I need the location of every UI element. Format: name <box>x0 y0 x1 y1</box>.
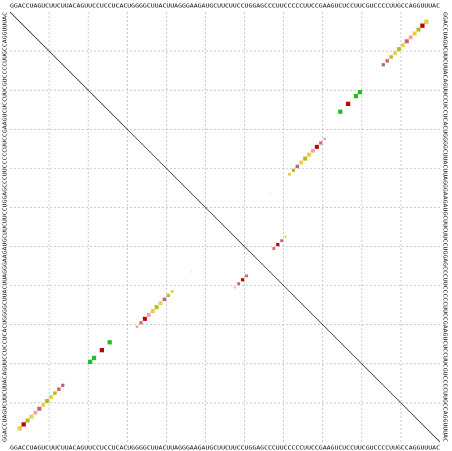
pair-dot-mirror <box>162 297 167 302</box>
pair-dot-mirror <box>150 309 155 314</box>
pair-dot <box>346 101 351 106</box>
pair-dot-mirror <box>154 305 159 310</box>
pair-dot-mirror <box>139 321 143 325</box>
pair-dot-mirror <box>21 422 26 427</box>
pair-dot-mirror <box>57 387 61 391</box>
sequence-bottom: GGACCUAGUCUUCUUACAGUUCCUCCUCACUGGGGCUUAC… <box>10 446 440 451</box>
pair-dot <box>323 137 326 141</box>
pair-dot-mirror <box>41 402 46 407</box>
diagonal <box>9 11 441 443</box>
pair-dot-mirror <box>61 383 65 387</box>
pair-dot-mirror <box>142 316 147 321</box>
pair-dot <box>396 47 401 52</box>
pair-dot <box>280 239 284 243</box>
pair-dot <box>400 43 405 48</box>
pair-dot-mirror <box>29 414 34 419</box>
pair-dot-mirror <box>17 426 22 431</box>
pair-dot-mirror <box>135 325 139 328</box>
pair-dot-mirror <box>91 355 97 361</box>
pair-dot-mirror <box>99 348 104 353</box>
sequence-left: GGACCUAGUCUUCUUACAGUUCCUCCUCACUGGGGCUUAC… <box>3 12 9 442</box>
pair-dot <box>381 63 385 67</box>
pair-dot <box>357 90 362 95</box>
pair-dot <box>420 23 425 28</box>
pair-dot-mirror <box>146 313 151 317</box>
pair-dot-mirror <box>191 271 193 273</box>
pair-dot <box>393 51 397 55</box>
pair-dot <box>314 144 319 149</box>
pair-dot-mirror <box>25 418 30 423</box>
pair-dot-mirror <box>53 391 57 395</box>
pair-dot <box>303 156 308 161</box>
pair-dot-mirror <box>166 293 170 298</box>
pair-dot <box>404 39 409 44</box>
pair-dot <box>385 59 389 63</box>
pair-dot-mirror <box>37 406 42 411</box>
pair-dot-mirror <box>88 359 93 364</box>
pair-dot <box>288 172 291 176</box>
pair-dot <box>299 160 304 165</box>
pair-dot-mirror <box>158 301 163 306</box>
pair-dot-mirror <box>33 410 38 415</box>
sequence-right: GGACCUAGUCUUCUUACAGUUCCUCCUCACUGGGGCUUAC… <box>442 12 448 442</box>
pair-dot <box>389 55 393 59</box>
pair-dot <box>269 193 271 195</box>
pair-dot-mirror <box>245 274 248 278</box>
pair-dot-mirror <box>240 278 245 282</box>
sequence-top: GGACCUAGUCUUCUUACAGUUCCUCCUCACUGGGGCUUAC… <box>10 4 440 10</box>
pair-dot <box>284 235 287 238</box>
pair-dot-mirror <box>170 290 174 293</box>
pair-dot <box>272 247 276 250</box>
pair-dot <box>338 109 343 114</box>
pair-dot <box>307 152 312 157</box>
pair-dot <box>424 19 429 24</box>
pair-dot <box>295 164 300 169</box>
pair-dot <box>291 168 296 172</box>
pair-dot <box>276 242 280 247</box>
pair-dot <box>319 141 323 145</box>
pair-dot <box>416 27 421 32</box>
pair-dot-mirror <box>237 282 241 286</box>
pair-dot-mirror <box>107 340 112 345</box>
pair-dot-mirror <box>233 286 236 289</box>
pair-dot <box>412 31 417 36</box>
pair-dot <box>311 148 315 153</box>
pair-dot <box>408 35 413 40</box>
pair-dot-mirror <box>45 398 50 403</box>
pair-dot-mirror <box>49 395 53 399</box>
pair-dot <box>353 93 359 99</box>
